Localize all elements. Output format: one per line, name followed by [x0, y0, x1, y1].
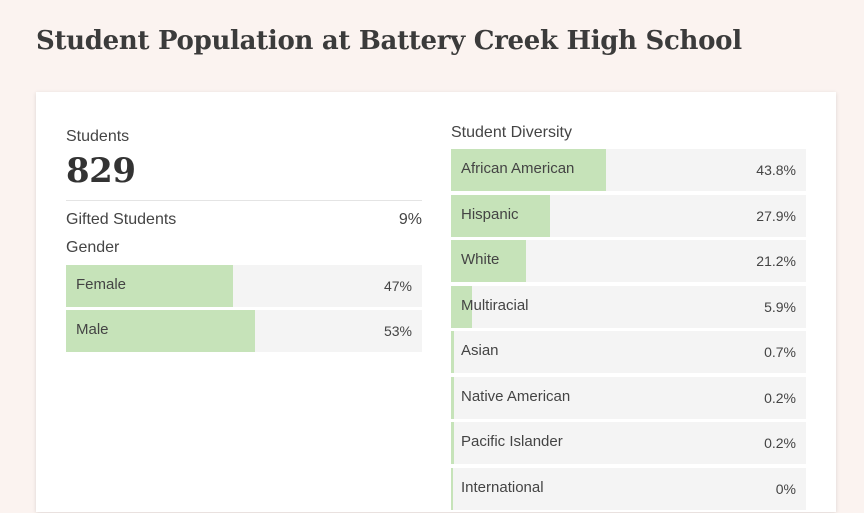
- bar-value: 27.9%: [756, 207, 796, 224]
- students-label: Students: [66, 128, 130, 145]
- diversity-bar-asian: Asian 0.7%: [451, 331, 806, 373]
- gifted-students-row: Gifted Students 9%: [66, 211, 422, 229]
- divider: [66, 200, 422, 201]
- gender-bar-male: Male 53%: [66, 310, 422, 352]
- diversity-bar-native-american: Native American 0.2%: [451, 376, 806, 419]
- diversity-bar-white: White 21.2%: [451, 240, 806, 282]
- diversity-bar-multiracial: Multiracial 5.9%: [451, 285, 806, 328]
- bar-label: Hispanic: [461, 205, 519, 223]
- bar-fill: [66, 265, 234, 307]
- bar-value: 0.2%: [764, 389, 796, 406]
- bar-label: Multiracial: [461, 296, 529, 314]
- bar-fill: [451, 240, 527, 282]
- stats-card: Students 829 Gifted Students 9% Gender F…: [36, 92, 836, 512]
- diversity-bar-pacific-islander: Pacific Islander 0.2%: [451, 422, 806, 464]
- bar-label: Asian: [461, 342, 499, 359]
- bar-label: Male: [76, 321, 109, 338]
- diversity-bar-african-american: African American 43.8%: [451, 149, 806, 191]
- students-count: 829: [66, 151, 136, 191]
- diversity-column: Student Diversity African American 43.8%…: [451, 124, 806, 513]
- diversity-bar-international: International 0%: [451, 467, 806, 510]
- gender-label: Gender: [66, 239, 120, 256]
- bar-fill: [66, 310, 255, 352]
- bar-fill: [451, 149, 607, 191]
- bar-label: African American: [461, 160, 575, 177]
- bar-value: 0.2%: [764, 435, 796, 451]
- bar-label: Pacific Islander: [461, 433, 563, 450]
- bar-fill: [451, 285, 472, 328]
- bar-value: 43.8%: [756, 162, 796, 178]
- bar-label: Female: [76, 276, 127, 293]
- bar-value: 5.9%: [764, 298, 796, 315]
- bar-fill: [451, 376, 454, 419]
- bar-fill: [451, 422, 454, 464]
- diversity-bar-hispanic: Hispanic 27.9%: [451, 194, 806, 237]
- bar-label: White: [461, 251, 500, 268]
- bar-value: 0%: [775, 480, 796, 497]
- summary-column: Students 829 Gifted Students 9% Gender F…: [66, 128, 422, 352]
- diversity-label: Student Diversity: [451, 124, 572, 141]
- bar-fill: [451, 331, 454, 373]
- bar-fill: [451, 467, 453, 510]
- gender-bars: Female 47% Male 53%: [66, 265, 422, 352]
- bar-label: Native American: [461, 387, 571, 405]
- bar-value: 0.7%: [764, 344, 796, 360]
- bar-value: 47%: [383, 278, 412, 294]
- bar-value: 53%: [383, 323, 412, 339]
- gifted-students-label: Gifted Students: [66, 211, 177, 228]
- bar-fill: [451, 194, 551, 237]
- bar-label: International: [461, 478, 544, 496]
- gifted-students-value: 9%: [398, 211, 422, 228]
- gender-bar-female: Female 47%: [66, 265, 422, 307]
- page-title: Student Population at Battery Creek High…: [36, 26, 742, 56]
- bar-value: 21.2%: [756, 253, 796, 269]
